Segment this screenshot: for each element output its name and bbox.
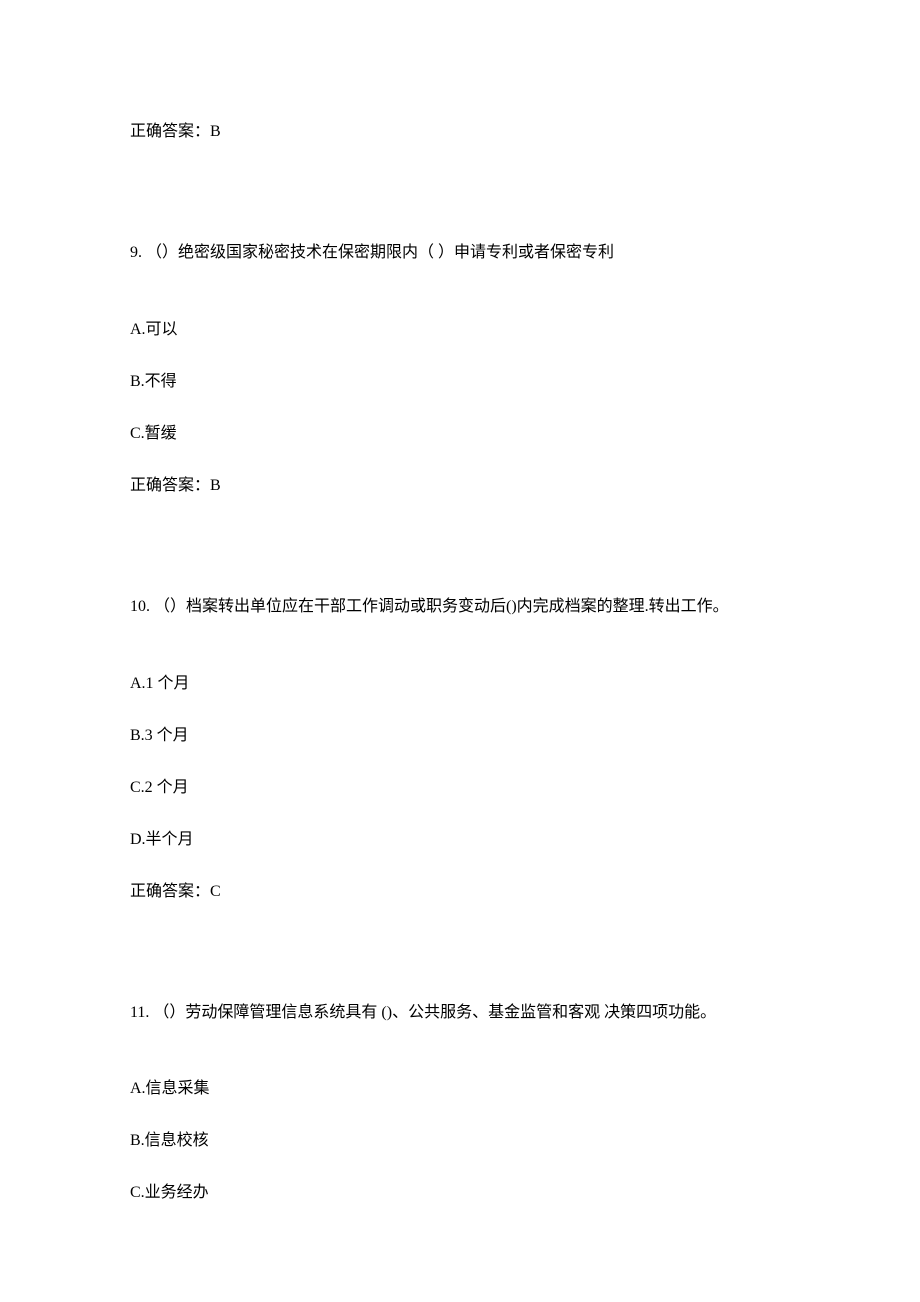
question-11-body: （）劳动保障管理信息系统具有 ()、公共服务、基金监管和客观 决策四项功能。	[153, 1004, 716, 1021]
question-10-option-b: B.3 个月	[130, 724, 840, 748]
question-10-text: 10. （）档案转出单位应在干部工作调动或职务变动后()内完成档案的整理.转出工…	[130, 593, 840, 622]
question-9-body: （）绝密级国家秘密技术在保密期限内（ ）申请专利或者保密专利	[146, 244, 614, 261]
question-9-number: 9.	[130, 244, 142, 261]
question-9: 9. （）绝密级国家秘密技术在保密期限内（ ）申请专利或者保密专利 A.可以 B…	[130, 239, 840, 498]
question-11-text: 11. （）劳动保障管理信息系统具有 ()、公共服务、基金监管和客观 决策四项功…	[130, 999, 840, 1028]
question-9-option-b: B.不得	[130, 370, 840, 394]
question-11-number: 11.	[130, 1004, 149, 1021]
document-content: 正确答案：B 9. （）绝密级国家秘密技术在保密期限内（ ）申请专利或者保密专利…	[0, 0, 920, 1205]
question-10-number: 10.	[130, 598, 150, 615]
question-9-option-a: A.可以	[130, 318, 840, 342]
question-10-option-a: A.1 个月	[130, 672, 840, 696]
question-11: 11. （）劳动保障管理信息系统具有 ()、公共服务、基金监管和客观 决策四项功…	[130, 999, 840, 1206]
question-11-option-c: C.业务经办	[130, 1181, 840, 1205]
question-10-option-d: D.半个月	[130, 828, 840, 852]
question-9-option-c: C.暂缓	[130, 422, 840, 446]
question-11-option-b: B.信息校核	[130, 1129, 840, 1153]
question-9-text: 9. （）绝密级国家秘密技术在保密期限内（ ）申请专利或者保密专利	[130, 239, 840, 268]
question-9-answer: 正确答案：B	[130, 474, 840, 498]
question-10-option-c: C.2 个月	[130, 776, 840, 800]
question-10-body: （）档案转出单位应在干部工作调动或职务变动后()内完成档案的整理.转出工作。	[154, 598, 729, 615]
previous-answer: 正确答案：B	[130, 120, 840, 144]
question-10: 10. （）档案转出单位应在干部工作调动或职务变动后()内完成档案的整理.转出工…	[130, 593, 840, 904]
question-11-option-a: A.信息采集	[130, 1077, 840, 1101]
question-10-answer: 正确答案：C	[130, 880, 840, 904]
